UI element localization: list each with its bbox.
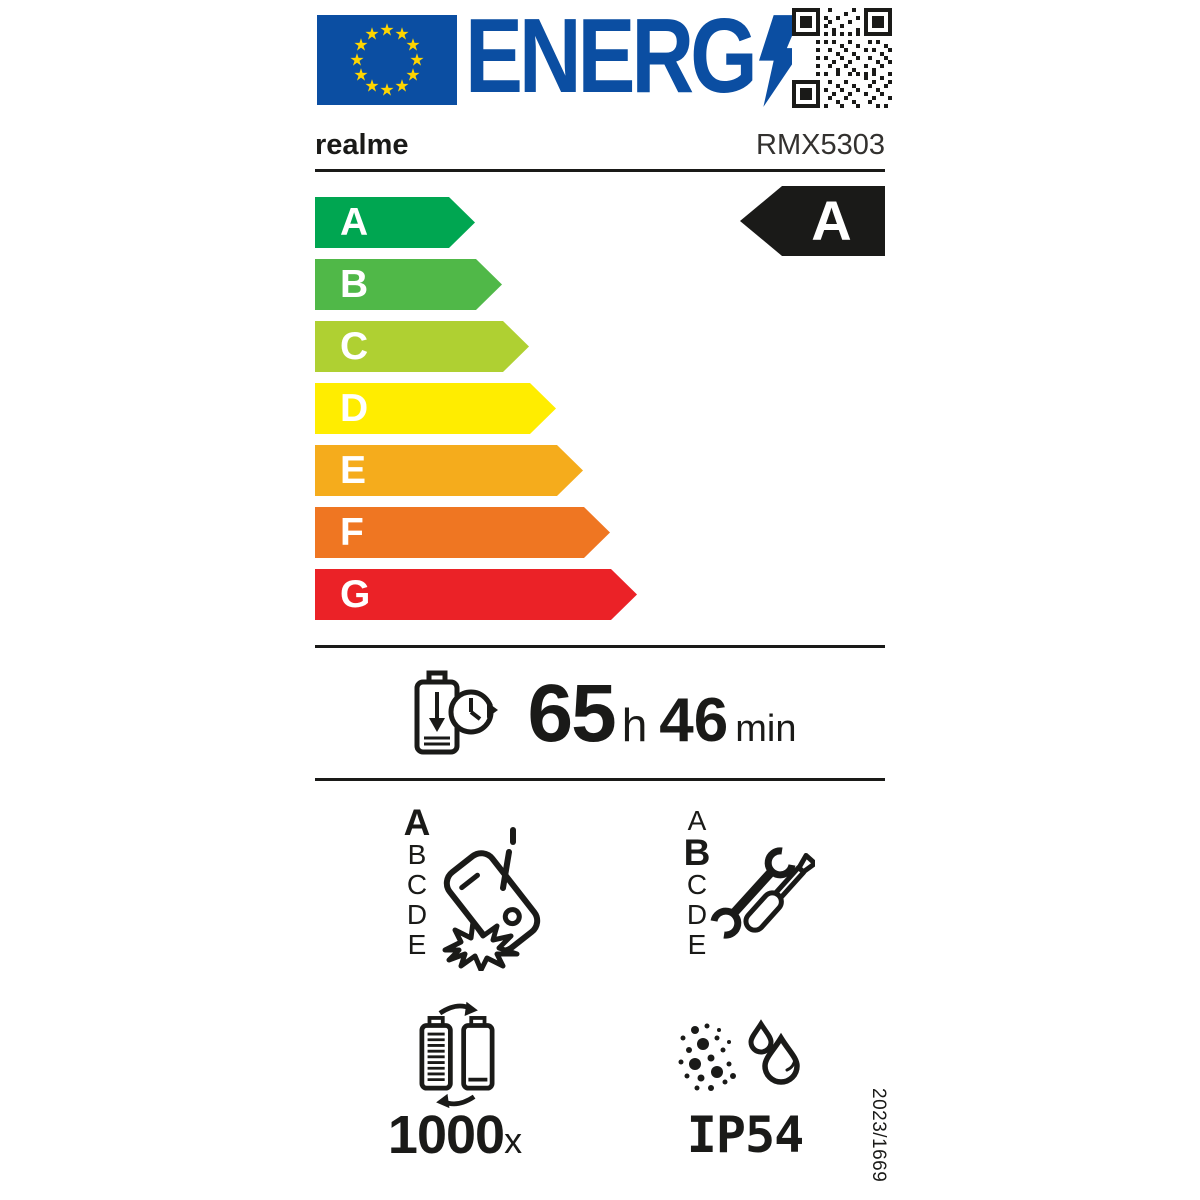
- energ-wordmark: ENERG: [465, 0, 758, 115]
- energy-class-row-b: B: [315, 259, 502, 310]
- regulation-number: 2023/1669: [868, 1088, 889, 1183]
- repairability-scale: A B C D E: [675, 806, 719, 960]
- cycles-unit: x: [504, 1120, 523, 1161]
- energy-class-row-e: E: [315, 445, 583, 496]
- eu-star-icon: ★: [405, 35, 421, 55]
- energy-class-row-a: A: [315, 197, 475, 248]
- drop-resistance-scale: A B C D E: [395, 802, 439, 960]
- energ-logo: ENERG: [465, 0, 803, 115]
- section-divider: [315, 778, 885, 781]
- cycles-count: 1000: [387, 1105, 505, 1165]
- dust-water-icon: [678, 1019, 800, 1091]
- repair-scale-letter: B: [683, 832, 711, 873]
- battery-clock-icon: [414, 670, 499, 755]
- energy-class-letter: F: [340, 511, 364, 554]
- repair-scale-letter: A: [687, 805, 707, 836]
- energy-class-letter: B: [340, 263, 369, 306]
- energy-label: ★ ★ ★ ★ ★ ★ ★ ★ ★ ★ ★ ★ ENERG realme RMX…: [315, 0, 892, 1200]
- eu-star-icon: ★: [409, 50, 425, 70]
- tools-icon: [710, 847, 815, 939]
- eu-star-icon: ★: [364, 76, 380, 96]
- energy-rating-letter: A: [811, 189, 852, 252]
- battery-life-section: 65 h 46 min: [315, 658, 885, 770]
- qr-code: [792, 8, 892, 108]
- energy-class-letter: E: [340, 449, 367, 492]
- drop-scale-letter: C: [406, 869, 428, 900]
- energy-class-row-g: G: [315, 569, 637, 620]
- repair-scale-letter: C: [686, 869, 708, 900]
- energy-class-letter: C: [340, 325, 369, 368]
- drop-scale-letter: D: [406, 899, 428, 930]
- eu-star-icon: ★: [405, 65, 421, 85]
- energy-scale: A B C D E F G: [315, 197, 637, 631]
- section-divider: [315, 645, 885, 648]
- drop-scale-letter: A: [403, 802, 431, 843]
- repair-scale-letter: D: [686, 899, 708, 930]
- battery-cycles-value: 1000x: [350, 1104, 560, 1166]
- ip-rating: IP54: [686, 1106, 804, 1164]
- eu-star-icon: ★: [353, 65, 369, 85]
- battery-life-minutes: 46: [659, 686, 729, 755]
- lightning-bolt-icon: [758, 15, 803, 107]
- model-number: RMX5303: [756, 129, 885, 161]
- battery-life-hours: 65: [527, 668, 616, 759]
- eu-star-icon: ★: [379, 80, 395, 100]
- energy-class-letter: A: [340, 201, 369, 244]
- eu-star-icon: ★: [364, 24, 380, 44]
- battery-life-value: 65 h 46 min: [527, 667, 796, 761]
- energy-class-letter: D: [340, 387, 369, 430]
- eu-star-icon: ★: [394, 76, 410, 96]
- eu-flag-icon: ★ ★ ★ ★ ★ ★ ★ ★ ★ ★ ★ ★: [317, 15, 457, 105]
- eu-star-icon: ★: [353, 35, 369, 55]
- repair-scale-letter: E: [687, 929, 707, 960]
- eu-star-icon: ★: [379, 20, 395, 40]
- brand-name: realme: [315, 129, 409, 161]
- energy-class-letter: G: [340, 573, 371, 616]
- energy-class-row-c: C: [315, 321, 529, 372]
- eu-star-icon: ★: [349, 50, 365, 70]
- brand-row: realme RMX5303: [315, 129, 885, 172]
- battery-life-minutes-unit: min: [735, 708, 797, 750]
- energy-rating-arrow: A: [740, 186, 885, 256]
- drop-scale-letter: B: [407, 839, 427, 870]
- drop-scale-letter: E: [407, 929, 427, 960]
- energy-class-row-f: F: [315, 507, 610, 558]
- energy-class-row-d: D: [315, 383, 556, 434]
- eu-star-icon: ★: [394, 24, 410, 44]
- phone-drop-icon: [442, 827, 541, 971]
- battery-life-hours-unit: h: [621, 699, 648, 751]
- battery-cycle-icon: [419, 1001, 495, 1109]
